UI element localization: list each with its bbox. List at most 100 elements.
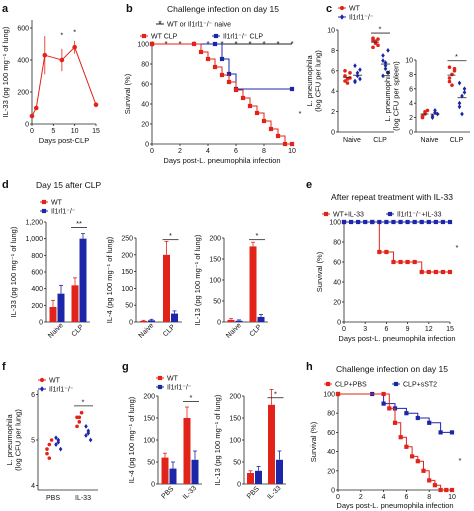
b-legend-label: WT CLP <box>151 34 178 41</box>
b-wt-data-point <box>205 56 211 62</box>
f-wt-data-point <box>45 451 49 456</box>
c1-ko-data-point <box>383 63 388 69</box>
g1-bar-wt <box>161 457 169 484</box>
g2-x-tick-label: PBS <box>246 485 261 500</box>
d2-bar-wt <box>140 320 147 322</box>
d1-y-tick-label: 400 <box>31 286 43 293</box>
b-naive-data-point: * <box>262 40 265 49</box>
d1-x-tick-label: CLP <box>71 323 86 338</box>
b-wt-data-point <box>233 87 239 93</box>
h-y-tick-label: 100 <box>323 392 335 399</box>
c1-y-tick-label: 4 <box>331 89 335 96</box>
f-ko-data-point <box>86 430 91 436</box>
g2-y-tick-label: 50 <box>233 460 241 467</box>
d2-y-axis-label: IL-4 (pg 100 mg⁻¹ of lung) <box>105 236 114 323</box>
d3-y-tick-label: 100 <box>209 278 221 285</box>
b-wt-data-point <box>198 49 204 55</box>
b-wt-data-point <box>219 72 225 78</box>
b-naive-data-point: * <box>248 40 251 49</box>
c1-wt-data-point <box>371 45 375 50</box>
c-legend-marker <box>339 5 345 11</box>
c1-ko-data-point <box>353 63 357 69</box>
c2-ko-data-point <box>430 115 435 120</box>
h-y-tick-label: 40 <box>327 449 335 456</box>
g-legend-marker <box>157 384 163 390</box>
d3-bar-ko <box>235 320 243 322</box>
g2-y-axis-label: IL-13 (pg 100 mg⁻¹ of lung) <box>213 394 222 485</box>
g1-y-axis-label: IL-4 (pg 100 mg⁻¹ of lung) <box>127 396 136 483</box>
c2-ko-data-point <box>457 104 462 110</box>
c1-y-tick-label: 8 <box>331 48 335 55</box>
h-y-tick-label: 0 <box>331 488 335 495</box>
c2-y-axis-label: L. pneumophila <box>383 70 392 122</box>
h-pbs-series-line <box>338 393 452 491</box>
b-x-tick-label: 6 <box>234 148 238 155</box>
b-x-tick-label: 0 <box>150 148 154 155</box>
c2-ko-data-point <box>433 110 437 115</box>
g2-y-tick-label: 200 <box>229 394 241 401</box>
f-wt-data-point <box>45 447 49 451</box>
f-wt-data-point <box>77 415 82 420</box>
d1-bar-ko <box>57 293 65 322</box>
a-data-point <box>33 105 39 111</box>
h-pbs-data-point <box>404 444 409 449</box>
b-y-axis-label: Survival (%) <box>123 73 132 114</box>
c2-ko-data-point <box>460 111 464 117</box>
h-sst2-data-point <box>449 430 455 435</box>
h-x-tick-label: 0 <box>336 494 340 501</box>
b-legend-marker <box>141 33 147 39</box>
c2-wt-data-point <box>450 83 454 87</box>
f-legend-marker <box>39 386 45 392</box>
d3-y-axis-label: IL-13 (pg 100 mg⁻¹ of lung) <box>193 234 202 325</box>
d1-bar-ko <box>79 238 87 322</box>
f-y-axis-label: L. pneumophila <box>5 414 14 466</box>
g2-x-tick-label: IL-33 <box>266 485 282 501</box>
c-legend-label: Il1rl1⁻/⁻ <box>349 15 374 22</box>
c-legend-marker <box>339 14 345 20</box>
e-significance-star: * <box>456 243 459 252</box>
d1-y-tick-label: 200 <box>31 303 43 310</box>
d2-y-tick-label: 150 <box>121 269 133 276</box>
c1-ko-data-point <box>386 70 390 76</box>
e-x-axis-label: Days post-L. pneumophila infection <box>338 334 455 343</box>
c2-significance-star: * <box>455 52 458 61</box>
d2-x-tick-label: Naive <box>138 322 156 340</box>
c1-ko-data-point <box>355 73 360 79</box>
h-pbs-data-point <box>432 483 437 488</box>
d3-bar-wt <box>249 246 257 322</box>
h-pbs-data-point <box>410 454 415 459</box>
c1-y-axis-label: (log CFU per lung) <box>314 50 323 112</box>
b-wt-data-point <box>226 79 232 85</box>
h-sst2-data-point <box>427 420 432 425</box>
e-ko-data-point <box>348 219 354 225</box>
e-x-tick-label: 6 <box>384 326 388 333</box>
h-pbs-data-point <box>449 487 455 493</box>
a-data-point <box>93 102 99 108</box>
b-wt-data-point <box>240 95 246 101</box>
g2-bar-wt <box>268 404 275 484</box>
c2-wt-data-point <box>447 76 452 80</box>
c2-wt-data-point <box>423 110 427 114</box>
c2-y-tick-label: 4 <box>409 101 413 108</box>
h-x-tick-label: 8 <box>427 494 431 501</box>
d-legend-marker <box>41 208 47 214</box>
f-wt-data-point <box>47 442 52 447</box>
h-pbs-data-point <box>438 487 443 493</box>
g2-y-tick-label: 150 <box>229 416 241 423</box>
c1-wt-data-point <box>348 76 352 80</box>
c2-wt-data-point <box>447 79 452 84</box>
f-legend-label: Il1rl1⁻/⁻ <box>49 387 74 394</box>
d-title: Day 15 after CLP <box>36 180 102 190</box>
c2-x-tick-label: Naive <box>421 137 439 144</box>
b-y-tick-label: 40 <box>141 102 149 109</box>
c1-significance-star: * <box>379 25 382 34</box>
h-pbs-data-point <box>398 435 403 440</box>
b-ko-data-point <box>219 56 225 62</box>
c2-y-tick-label: 6 <box>409 86 413 93</box>
f-ko-data-point <box>88 437 93 443</box>
e-wt-data-point <box>419 269 424 275</box>
a-data-point <box>42 52 48 58</box>
b-x-tick-label: 2 <box>178 148 182 155</box>
d2-bar-ko <box>148 320 155 322</box>
